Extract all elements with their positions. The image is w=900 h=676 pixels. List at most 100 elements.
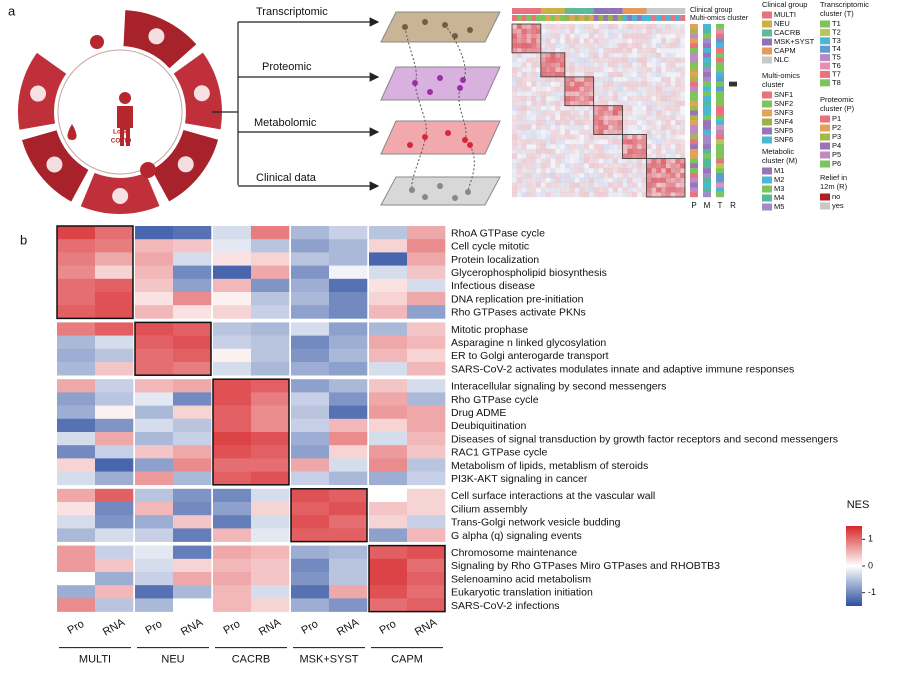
matrix-cell bbox=[670, 52, 676, 58]
matrix-cell bbox=[540, 120, 546, 126]
heatmap-cell bbox=[57, 572, 96, 586]
matrix-cell bbox=[665, 172, 671, 178]
matrix-cell bbox=[584, 172, 590, 178]
matrix-cell bbox=[588, 110, 594, 116]
matrix-cell bbox=[675, 158, 681, 164]
heatmap-cell bbox=[251, 432, 290, 446]
annotation-strip bbox=[703, 48, 711, 54]
heatmap-cell bbox=[251, 572, 290, 586]
heatmap-cell bbox=[407, 558, 446, 573]
matrix-cell bbox=[516, 52, 522, 58]
matrix-cell bbox=[579, 110, 585, 116]
heatmap-cell bbox=[213, 488, 252, 503]
matrix-cell bbox=[598, 100, 604, 106]
matrix-cell bbox=[516, 163, 522, 169]
legend-label: P5 bbox=[832, 150, 841, 159]
annotation-strip bbox=[729, 43, 737, 49]
matrix-cell bbox=[593, 52, 599, 58]
matrix-cell bbox=[550, 182, 556, 188]
matrix-cell bbox=[555, 91, 561, 97]
matrix-cell bbox=[564, 134, 570, 140]
annotation-strip bbox=[729, 158, 737, 164]
matrix-cell bbox=[636, 153, 642, 159]
legend-title: Clinical group bbox=[762, 0, 807, 9]
matrix-cell bbox=[593, 129, 599, 135]
matrix-cell bbox=[512, 100, 518, 106]
matrix-cell bbox=[627, 124, 633, 130]
matrix-cell bbox=[579, 187, 585, 193]
matrix-cell bbox=[680, 106, 685, 111]
strip-label: M bbox=[704, 201, 711, 210]
annotation-bar bbox=[632, 8, 638, 14]
legend-title: cluster bbox=[762, 80, 785, 89]
matrix-cell bbox=[680, 168, 686, 174]
matrix-cell bbox=[516, 81, 522, 87]
matrix-cell bbox=[680, 172, 686, 178]
matrix-cell bbox=[569, 187, 575, 193]
matrix-cell bbox=[526, 129, 532, 135]
annotation-strip bbox=[690, 148, 698, 154]
matrix-cell bbox=[526, 168, 532, 174]
heatmap-cell bbox=[329, 598, 368, 612]
heatmap-cell bbox=[291, 545, 330, 560]
heatmap-cell bbox=[57, 471, 96, 486]
matrix-cell bbox=[536, 57, 542, 63]
strip-label: R bbox=[730, 201, 736, 210]
matrix-cell bbox=[588, 129, 594, 135]
annotation-strip bbox=[729, 52, 737, 58]
annotation-bar bbox=[612, 15, 618, 21]
matrix-cell bbox=[521, 24, 527, 30]
matrix-cell bbox=[622, 67, 628, 73]
matrix-cell bbox=[521, 115, 527, 121]
matrix-cell bbox=[531, 153, 537, 159]
matrix-cell bbox=[656, 172, 662, 178]
matrix-cell bbox=[675, 100, 681, 106]
matrix-cell bbox=[540, 52, 546, 58]
matrix-cell bbox=[550, 96, 555, 101]
matrix-cell bbox=[636, 177, 642, 183]
matrix-cell bbox=[646, 105, 652, 111]
annotation-bar bbox=[588, 8, 594, 14]
matrix-cell bbox=[531, 57, 537, 63]
matrix-cell bbox=[598, 177, 604, 183]
matrix-cell bbox=[617, 134, 623, 140]
annotation-strip bbox=[716, 192, 724, 198]
matrix-cell bbox=[656, 43, 662, 49]
heatmap-cell bbox=[369, 585, 408, 599]
matrix-cell bbox=[516, 91, 522, 97]
heatmap-cell bbox=[57, 239, 96, 253]
matrix-cell bbox=[670, 168, 676, 174]
heatmap-cell bbox=[329, 585, 368, 599]
matrix-cell bbox=[646, 57, 652, 63]
annotation-strip bbox=[690, 28, 698, 34]
matrix-cell bbox=[564, 52, 570, 58]
heatmap-cell bbox=[329, 488, 368, 503]
heatmap-cell bbox=[291, 252, 330, 266]
matrix-cell bbox=[560, 28, 566, 34]
matrix-cell bbox=[675, 182, 681, 188]
matrix-cell bbox=[560, 177, 566, 183]
matrix-cell bbox=[579, 139, 584, 144]
matrix-cell bbox=[675, 168, 681, 174]
heatmap-cell bbox=[329, 239, 368, 253]
matrix-cell bbox=[641, 43, 647, 49]
heatmap-cell bbox=[57, 292, 96, 306]
heatmap-cell bbox=[369, 305, 408, 319]
matrix-cell bbox=[627, 57, 633, 63]
matrix-cell bbox=[593, 110, 599, 116]
matrix-cell bbox=[531, 134, 537, 140]
matrix-cell bbox=[603, 62, 609, 68]
matrix-cell bbox=[680, 148, 686, 154]
matrix-cell bbox=[651, 129, 657, 135]
heatmap-cell bbox=[95, 502, 134, 516]
row-label: Cell surface interactions at the vascula… bbox=[451, 490, 655, 502]
heatmap-cell bbox=[173, 558, 212, 573]
matrix-cell bbox=[560, 48, 566, 54]
matrix-cell bbox=[555, 153, 561, 159]
matrix-cell bbox=[656, 144, 662, 150]
matrix-cell bbox=[588, 91, 594, 97]
annotation-strip bbox=[703, 76, 711, 82]
annotation-bar bbox=[660, 8, 666, 14]
annotation-strip bbox=[716, 105, 724, 111]
matrix-cell bbox=[656, 57, 662, 63]
